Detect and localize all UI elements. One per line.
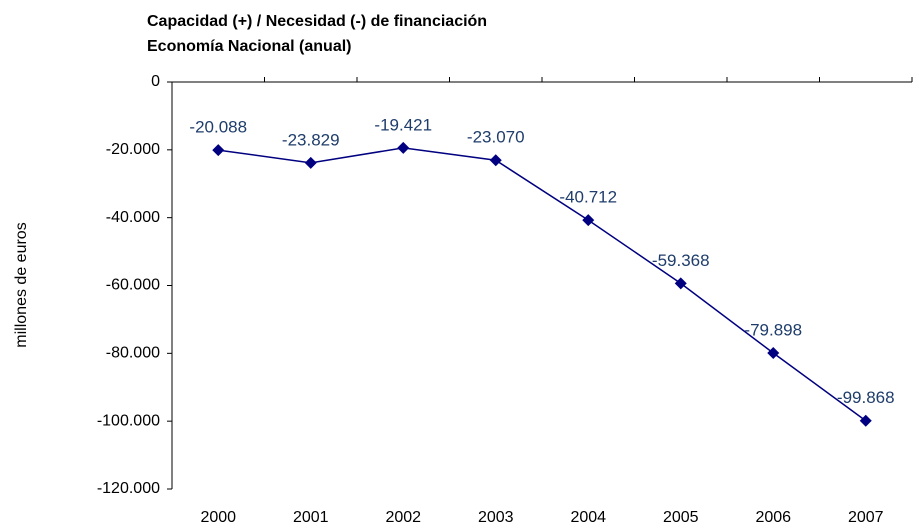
x-tick-label: 2005 xyxy=(663,509,699,526)
y-tick-label: 0 xyxy=(151,73,160,90)
y-tick-label: -100.000 xyxy=(97,412,160,429)
marker xyxy=(674,277,687,290)
value-label: -59.368 xyxy=(652,251,710,270)
x-tick-label: 2007 xyxy=(848,509,884,526)
marker xyxy=(767,346,780,359)
x-tick-label: 2006 xyxy=(755,509,791,526)
x-tick-label: 2001 xyxy=(293,509,329,526)
value-label: -23.829 xyxy=(282,130,340,149)
chart-title: Capacidad (+) / Necesidad (-) de financi… xyxy=(147,13,487,30)
x-tick-label: 2004 xyxy=(570,509,606,526)
value-label: -19.421 xyxy=(374,115,432,134)
y-tick-label: -60.000 xyxy=(106,277,160,294)
x-tick-label: 2000 xyxy=(200,509,236,526)
value-label: -23.070 xyxy=(467,128,525,147)
x-tick-label: 2003 xyxy=(478,509,514,526)
marker xyxy=(489,154,502,167)
value-label: -20.088 xyxy=(189,118,247,137)
marker xyxy=(304,156,317,169)
value-label: -40.712 xyxy=(559,188,617,207)
line xyxy=(218,147,867,422)
x-tick-label: 2002 xyxy=(385,509,421,526)
y-axis-label: millones de euros xyxy=(13,222,30,347)
marker xyxy=(397,141,410,154)
chart-subtitle: Economía Nacional (anual) xyxy=(147,38,351,55)
y-tick-label: -40.000 xyxy=(106,209,160,226)
value-label: -79.898 xyxy=(744,320,802,339)
y-tick-label: -120.000 xyxy=(97,480,160,497)
y-tick-label: -20.000 xyxy=(106,141,160,158)
y-tick-label: -80.000 xyxy=(106,345,160,362)
marker xyxy=(212,144,225,157)
marker xyxy=(859,414,872,427)
marker xyxy=(582,214,595,227)
value-label: -99.868 xyxy=(837,388,895,407)
